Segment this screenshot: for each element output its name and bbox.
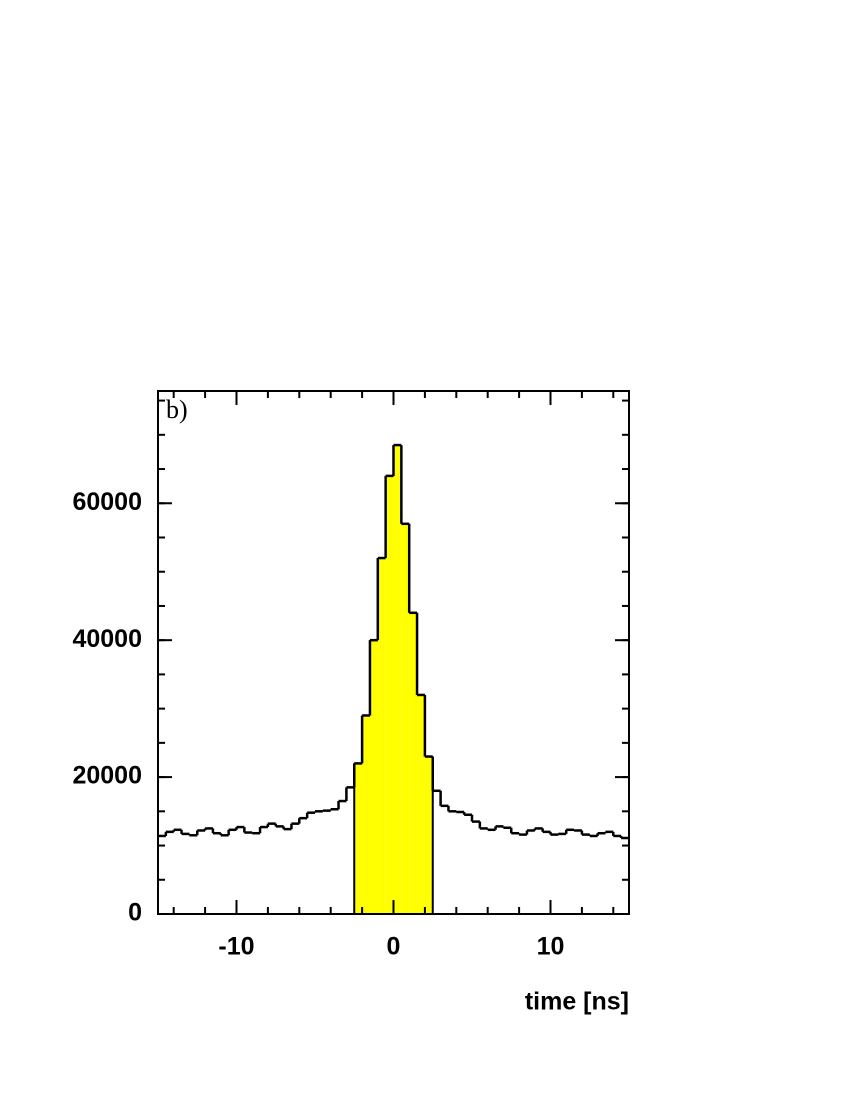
highlight-bar <box>354 763 363 914</box>
highlight-bar <box>424 756 433 914</box>
x-tick-label: -10 <box>218 933 254 961</box>
highlight-bar <box>369 640 378 914</box>
highlight-bar <box>362 715 370 914</box>
highlight-bar <box>409 612 418 914</box>
highlight-bar <box>417 694 425 914</box>
highlight-bar <box>377 558 386 914</box>
y-tick-label: 0 <box>128 899 142 927</box>
x-axis-label: time [ns] <box>525 988 629 1016</box>
x-tick-label: 10 <box>537 933 565 961</box>
y-tick-label: 60000 <box>72 488 142 516</box>
highlight-bar <box>385 475 394 914</box>
panel-label: b) <box>166 395 188 424</box>
x-tick-label: 0 <box>387 933 401 961</box>
y-tick-label: 20000 <box>72 762 142 790</box>
highlight-bar <box>393 445 402 914</box>
highlight-bar <box>401 523 410 914</box>
y-tick-label: 40000 <box>72 625 142 653</box>
